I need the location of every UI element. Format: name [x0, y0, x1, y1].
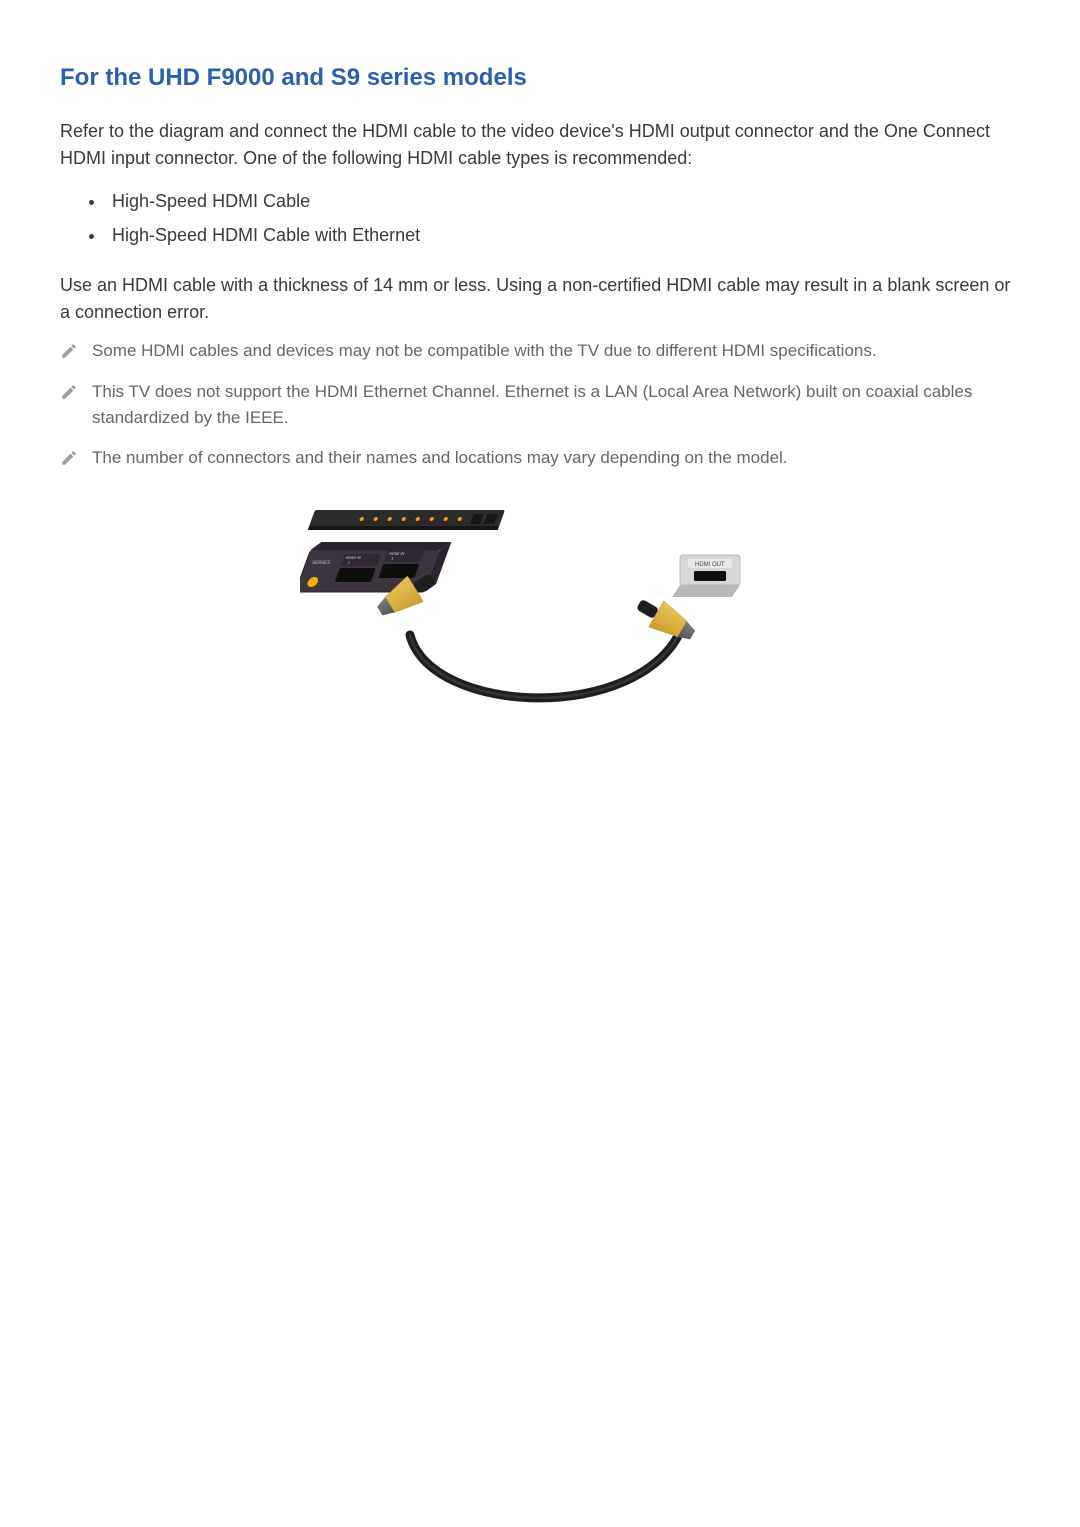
section-heading: For the UHD F9000 and S9 series models [60, 64, 1020, 92]
svg-text:HDMI OUT: HDMI OUT [695, 562, 725, 568]
hdmi-connection-diagram: SERIESHDMI IN1HDMI IN1HDMI OUT [60, 500, 1020, 730]
svg-text:SERIES: SERIES [311, 560, 332, 566]
list-item: High-Speed HDMI Cable [106, 184, 1020, 218]
notes: Some HDMI cables and devices may not be … [60, 338, 1020, 471]
thickness-paragraph: Use an HDMI cable with a thickness of 14… [60, 272, 1020, 326]
cable-list: High-Speed HDMI Cable High-Speed HDMI Ca… [106, 184, 1020, 252]
note-text: The number of connectors and their names… [92, 445, 788, 471]
note-text: Some HDMI cables and devices may not be … [92, 338, 877, 364]
intro-paragraph: Refer to the diagram and connect the HDM… [60, 118, 1020, 172]
note-item: This TV does not support the HDMI Ethern… [60, 379, 1020, 432]
note-text: This TV does not support the HDMI Ethern… [92, 379, 1020, 432]
pencil-icon [60, 381, 78, 403]
svg-text:HDMI IN: HDMI IN [345, 555, 362, 560]
list-item: High-Speed HDMI Cable with Ethernet [106, 218, 1020, 252]
pencil-icon [60, 340, 78, 362]
svg-text:HDMI IN: HDMI IN [388, 551, 405, 556]
note-item: Some HDMI cables and devices may not be … [60, 338, 1020, 364]
note-item: The number of connectors and their names… [60, 445, 1020, 471]
pencil-icon [60, 447, 78, 469]
